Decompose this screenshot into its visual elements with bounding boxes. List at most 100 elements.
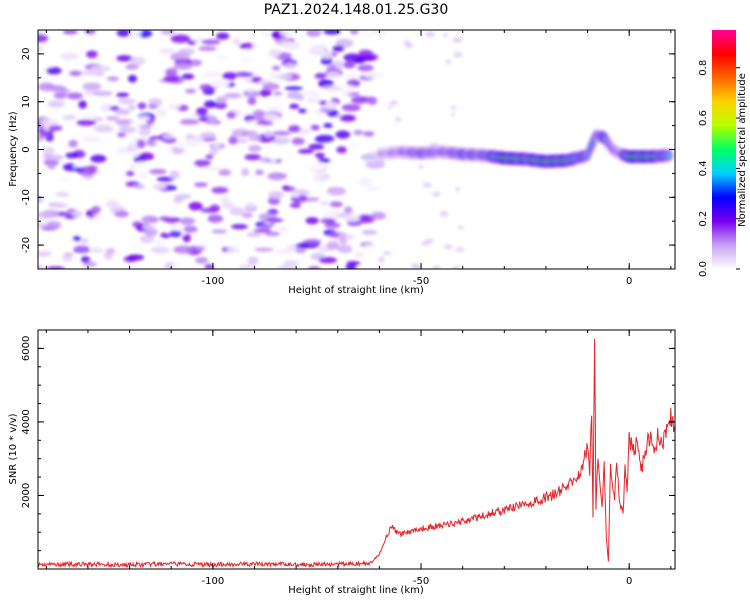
spectrogram-y-ticks: -20 -10 0 10 20	[21, 29, 675, 270]
spectrogram-cell	[291, 137, 305, 146]
spectrogram-cell	[443, 32, 448, 37]
spectrogram-cell	[218, 169, 232, 176]
spectrogram-cell	[268, 48, 281, 58]
spectrogram-cell	[273, 91, 283, 96]
spectrogram-cell	[83, 261, 97, 267]
spectrogram-cell	[320, 57, 333, 65]
spectrogram-cell	[226, 111, 236, 120]
spectrogram-cell	[84, 30, 96, 35]
spectrogram-y-tick-label: -10	[21, 189, 32, 205]
spectrogram-cell	[207, 214, 224, 223]
spectrogram-cell	[106, 247, 116, 255]
spectrogram-cell	[38, 45, 44, 53]
spectrogram-cell	[80, 114, 97, 119]
spectrogram-cell	[255, 169, 264, 176]
spectrogram-cell	[278, 226, 289, 232]
spectrogram-cell	[247, 256, 259, 266]
spectrogram-cell	[223, 122, 234, 132]
spectrogram-cell	[80, 70, 99, 76]
spectrogram-cell	[56, 176, 72, 182]
spectrogram-cell	[288, 125, 301, 133]
spectrogram-cell	[332, 45, 345, 52]
spectrogram-cell	[265, 217, 284, 223]
spectrogram-cell	[42, 209, 60, 218]
spectrogram-cell	[169, 170, 180, 180]
spectrogram-cell	[81, 136, 101, 143]
spectrogram-cell	[90, 65, 111, 73]
spectrogram-cell	[432, 265, 442, 269]
spectrogram-heatmap	[38, 30, 674, 269]
spectrogram-cell	[93, 212, 106, 221]
spectrogram-cell	[43, 159, 60, 166]
spectrogram-cell	[260, 223, 271, 231]
spectrogram-cell	[279, 30, 294, 37]
spectrogram-cell	[219, 195, 230, 204]
spectrogram-cell	[137, 102, 147, 110]
spectrogram-cell	[308, 143, 325, 150]
spectrogram-cell	[314, 134, 335, 144]
snr-y-tick-label: 6000	[21, 336, 32, 361]
spectrogram-cell	[242, 55, 251, 64]
spectrogram-cell	[40, 118, 59, 128]
spectrogram-cell	[212, 142, 221, 149]
spectrogram-cell	[43, 107, 57, 113]
spectrogram-cell	[91, 205, 102, 214]
spectrogram-cell	[158, 48, 176, 54]
spectrogram-cell	[47, 100, 65, 108]
spectrogram-cell	[326, 71, 341, 78]
spectrogram-cell	[76, 119, 97, 126]
spectrogram-cell	[208, 148, 219, 156]
spectrogram-cell	[350, 35, 370, 40]
spectrogram-cell	[207, 115, 218, 124]
spectrogram-cell	[119, 109, 131, 115]
spectrogram-cell	[295, 95, 305, 101]
spectrogram-cell	[451, 112, 456, 117]
spectrogram-cell	[171, 223, 183, 232]
spectrogram-cell	[62, 30, 78, 35]
spectrogram-cell	[283, 259, 299, 269]
spectrogram-cell	[66, 92, 83, 100]
spectrogram-cell	[345, 263, 357, 269]
spectrogram-cell	[193, 159, 211, 168]
spectrogram-cell	[323, 30, 341, 35]
spectrogram-cell	[318, 79, 334, 88]
spectrogram-cell	[195, 30, 209, 35]
spectrogram-cell	[65, 152, 79, 159]
spectrogram-cell	[343, 61, 356, 69]
spectrogram-cell	[275, 248, 294, 254]
spectrogram-cell	[325, 101, 338, 110]
spectrogram-cell	[367, 96, 378, 105]
spectrogram-cell	[310, 124, 320, 131]
spectrogram-cell	[109, 106, 120, 111]
spectrogram-cell	[244, 130, 258, 136]
spectrogram-cell	[126, 170, 135, 177]
spectrogram-cell	[183, 225, 198, 233]
spectrogram-cell	[162, 134, 175, 140]
spectrogram-cell	[43, 245, 53, 253]
spectrogram-cell	[284, 86, 303, 91]
spectrogram-cell	[54, 202, 68, 209]
spectrogram-cell	[216, 32, 230, 40]
spectrogram-cell	[198, 46, 217, 51]
spectrogram-cell	[268, 72, 279, 80]
spectrogram-cell	[142, 224, 156, 230]
spectrogram-cell	[204, 263, 214, 269]
spectrogram-cell	[82, 174, 94, 180]
spectrogram-cell	[241, 167, 250, 177]
spectrogram-cell	[79, 238, 89, 244]
spectrogram-cell	[220, 117, 234, 125]
spectrogram-cell	[315, 152, 325, 159]
spectrogram-cell	[38, 251, 52, 257]
spectrogram-cell	[439, 211, 449, 217]
spectrogram-cell	[306, 97, 323, 104]
colorbar-tick-label: 0.8	[698, 60, 709, 76]
spectrogram-cell	[117, 98, 136, 105]
spectrogram-cell	[318, 257, 338, 264]
snr-x-label: Height of straight line (km)	[288, 585, 424, 596]
spectrogram-cell	[297, 149, 315, 154]
spectrogram-cell	[295, 243, 311, 249]
spectrogram-cell	[68, 70, 83, 77]
spectrogram-cell	[166, 185, 177, 191]
spectrogram-cell	[39, 133, 51, 138]
